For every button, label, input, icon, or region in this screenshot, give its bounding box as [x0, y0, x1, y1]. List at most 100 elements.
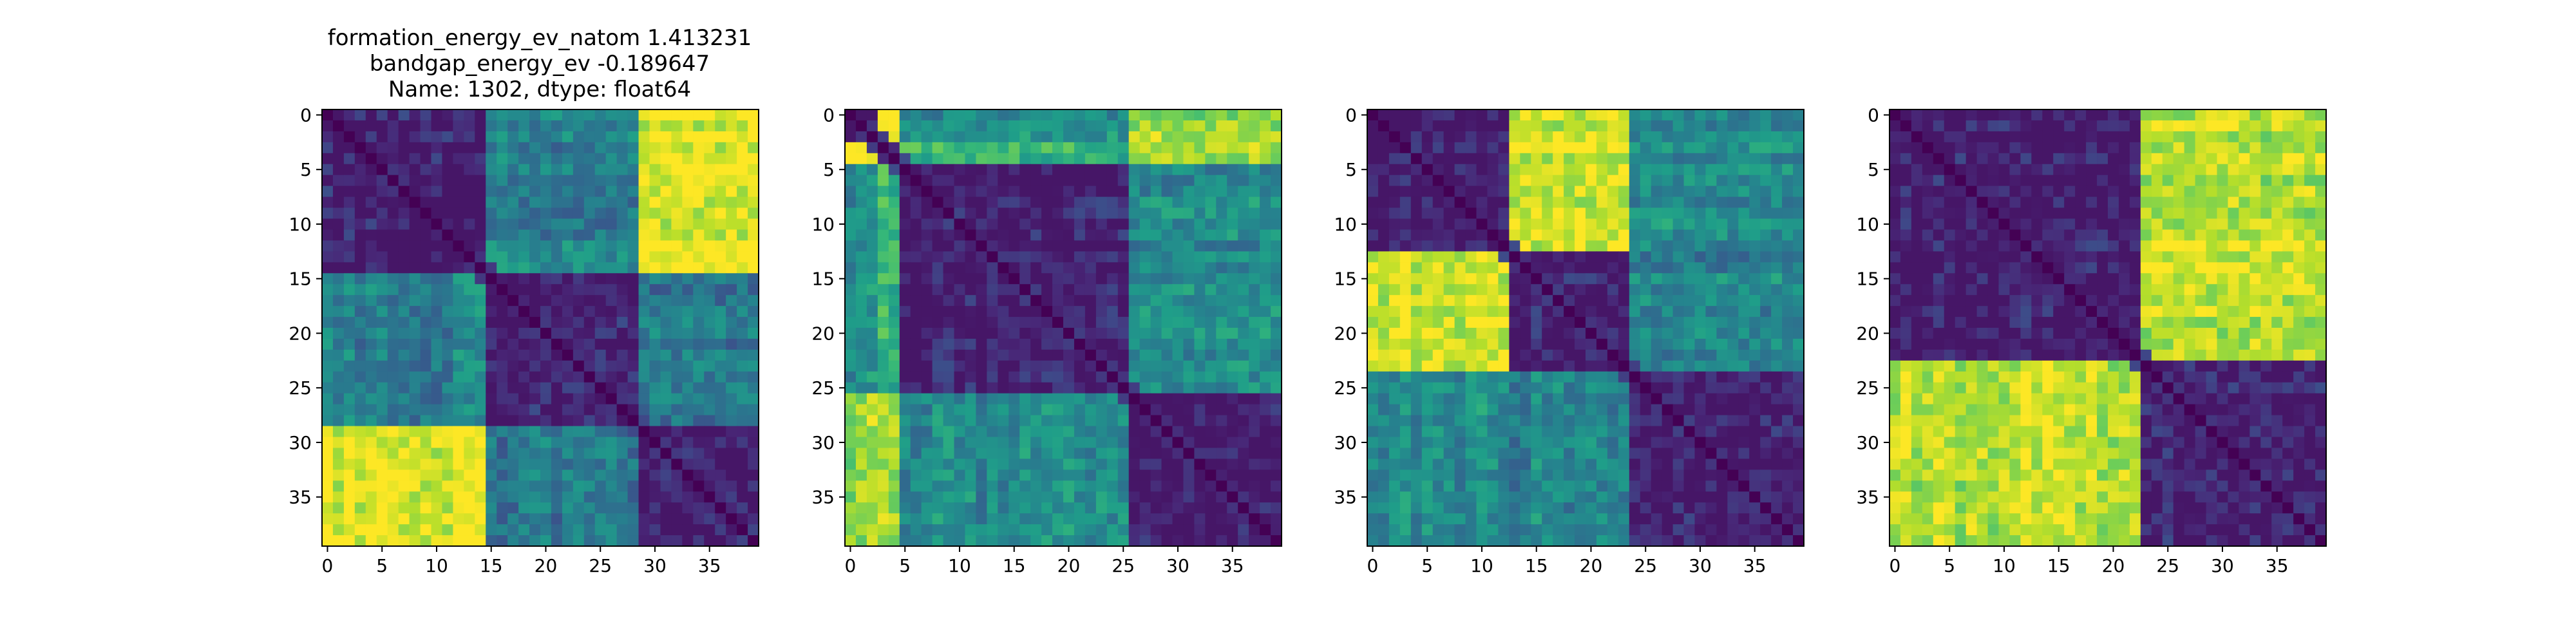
heatmap-cell: [431, 131, 443, 143]
heatmap-cell: [562, 404, 574, 416]
heatmap-cell: [387, 185, 399, 198]
heatmap-cell: [1388, 218, 1401, 231]
heatmap-cell: [866, 382, 878, 394]
heatmap-cell: [638, 426, 650, 438]
heatmap-cell: [704, 349, 715, 361]
heatmap-cell: [888, 480, 900, 492]
heatmap-cell: [583, 295, 596, 307]
heatmap-cell: [343, 328, 355, 339]
heatmap-cell: [1662, 502, 1674, 514]
heatmap-cell: [1564, 317, 1575, 328]
heatmap-cell: [464, 393, 475, 405]
heatmap-cell: [998, 426, 1009, 438]
heatmap-cell: [343, 207, 355, 220]
heatmap-cell: [1084, 404, 1097, 416]
heatmap-cell: [1476, 459, 1488, 470]
heatmap-cell: [573, 240, 585, 252]
heatmap-cell: [343, 415, 355, 427]
heatmap-cell: [1651, 448, 1663, 459]
y-tick-label: 0: [823, 104, 835, 126]
heatmap-cell: [1388, 437, 1401, 449]
heatmap-cell: [1009, 448, 1020, 459]
heatmap-cell: [855, 185, 867, 198]
heatmap-cell: [1052, 120, 1064, 132]
heatmap-cell: [1367, 262, 1379, 274]
heatmap-cell: [1596, 207, 1608, 220]
heatmap-cell: [1564, 513, 1575, 525]
heatmap-cell: [376, 360, 388, 372]
heatmap-cell: [638, 229, 650, 241]
heatmap-cell: [332, 240, 345, 252]
heatmap-cell: [1575, 284, 1586, 296]
heatmap-cell: [1738, 185, 1750, 198]
heatmap-cell: [998, 371, 1009, 383]
heatmap-cell: [704, 338, 715, 350]
heatmap-cell: [453, 382, 464, 394]
heatmap-cell: [1161, 448, 1173, 459]
heatmap-cell: [573, 284, 585, 296]
heatmap-cell: [1694, 382, 1707, 394]
heatmap-cell: [1662, 109, 1674, 121]
heatmap-cell: [1596, 480, 1608, 492]
heatmap-cell: [1183, 317, 1195, 328]
heatmap-cell: [1172, 218, 1184, 231]
heatmap-cell: [518, 459, 530, 470]
heatmap-cell: [932, 360, 944, 372]
heatmap-cell: [475, 426, 486, 438]
heatmap-cell: [431, 502, 443, 514]
heatmap-cell: [998, 273, 1009, 285]
heatmap-cell: [332, 426, 345, 438]
heatmap-cell: [1095, 131, 1108, 143]
heatmap-cell: [1705, 382, 1717, 394]
heatmap-cell: [1672, 382, 1685, 394]
heatmap-cell: [1553, 185, 1564, 198]
heatmap-cell: [1399, 448, 1412, 459]
heatmap-cell: [1378, 371, 1390, 383]
heatmap-cell: [376, 459, 388, 470]
heatmap-cell: [1782, 360, 1794, 372]
heatmap-cell: [1041, 404, 1053, 416]
heatmap-cell: [1260, 185, 1271, 198]
heatmap-cell: [453, 164, 464, 176]
heatmap-cell: [1249, 535, 1260, 547]
heatmap-cell: [1410, 240, 1423, 252]
heatmap-cell: [1378, 185, 1390, 198]
heatmap-cell: [1575, 218, 1586, 231]
heatmap-cell: [1238, 306, 1249, 317]
heatmap-cell: [1694, 196, 1707, 209]
heatmap-cell: [1542, 262, 1553, 274]
heatmap-cell: [1227, 513, 1238, 525]
heatmap-row: [1367, 142, 1804, 154]
heatmap-cell: [1378, 524, 1390, 536]
heatmap-cell: [1498, 109, 1510, 121]
heatmap-cell: [1705, 262, 1717, 274]
heatmap-cell: [431, 153, 443, 165]
heatmap-cell: [1509, 109, 1520, 121]
heatmap-cell: [638, 295, 650, 307]
heatmap-cell: [529, 120, 541, 132]
heatmap-cell: [1553, 338, 1564, 350]
heatmap-cell: [1465, 240, 1477, 252]
heatmap-cell: [1367, 142, 1379, 154]
heatmap-cell: [1596, 459, 1608, 470]
heatmap-cell: [332, 262, 345, 274]
heatmap-cell: [1793, 142, 1804, 154]
heatmap-cell: [1106, 415, 1119, 427]
heatmap-cell: [518, 131, 530, 143]
heatmap-cell: [965, 513, 976, 525]
heatmap-cell: [910, 109, 922, 121]
heatmap-cell: [1520, 459, 1531, 470]
heatmap-cell: [1454, 535, 1466, 547]
heatmap-row: [1367, 338, 1804, 350]
heatmap-cell: [845, 196, 857, 209]
heatmap-cell: [540, 284, 552, 296]
heatmap-cell: [954, 109, 966, 121]
heatmap-cell: [1662, 524, 1674, 536]
heatmap-cell: [529, 229, 541, 241]
heatmap-cell: [1476, 306, 1488, 317]
heatmap-cell: [910, 185, 922, 198]
heatmap-cell: [464, 273, 475, 285]
heatmap-cell: [594, 273, 607, 285]
heatmap-cell: [616, 360, 629, 372]
heatmap-cell: [845, 185, 857, 198]
